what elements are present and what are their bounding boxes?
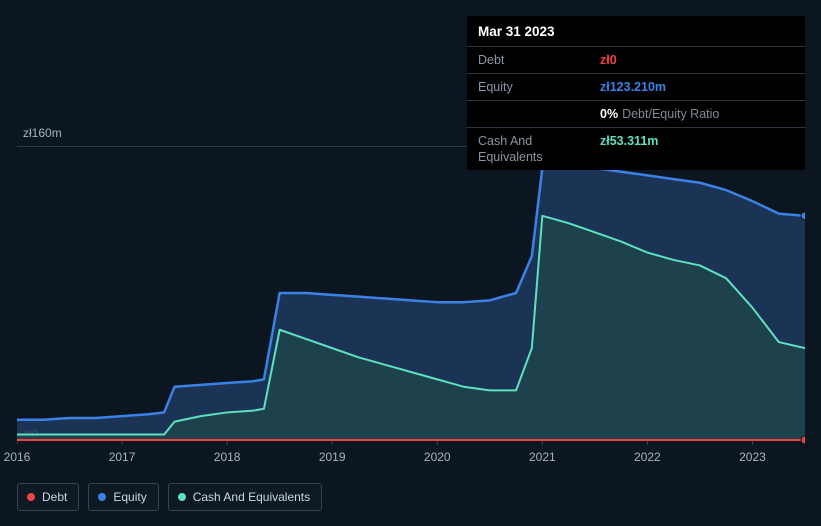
- legend-label: Cash And Equivalents: [193, 490, 310, 504]
- tooltip-row-label: Equity: [478, 79, 600, 95]
- xaxis: 20162017201820192020202120222023: [17, 450, 805, 466]
- tooltip-row-label: [478, 106, 600, 122]
- xaxis-tick: 2022: [634, 450, 661, 464]
- xaxis-tick: 2016: [4, 450, 31, 464]
- tooltip-row-value: zł123.210m: [600, 79, 666, 95]
- tooltip-row-label: Debt: [478, 52, 600, 68]
- xaxis-tick: 2018: [214, 450, 241, 464]
- tooltip-row-value: 0%: [600, 106, 618, 122]
- legend-label: Debt: [42, 490, 67, 504]
- chart-legend: Debt Equity Cash And Equivalents: [17, 483, 322, 511]
- tooltip-row: Debtzł0: [467, 47, 805, 74]
- xaxis-tick: 2019: [319, 450, 346, 464]
- tooltip-row-extra: Debt/Equity Ratio: [622, 106, 719, 122]
- xaxis-tick: 2023: [739, 450, 766, 464]
- legend-item-cash[interactable]: Cash And Equivalents: [168, 483, 322, 511]
- xaxis-tick: 2017: [109, 450, 136, 464]
- tooltip-row-label: Cash And Equivalents: [478, 133, 600, 165]
- equity-color-dot: [98, 493, 106, 501]
- chart-tooltip: Mar 31 2023 Debtzł0Equityzł123.210m0%Deb…: [467, 16, 805, 170]
- tooltip-row: 0%Debt/Equity Ratio: [467, 101, 805, 128]
- tooltip-row: Equityzł123.210m: [467, 74, 805, 101]
- debt-color-dot: [27, 493, 35, 501]
- tooltip-row: Cash And Equivalentszł53.311m: [467, 128, 805, 170]
- legend-item-equity[interactable]: Equity: [88, 483, 158, 511]
- tooltip-date: Mar 31 2023: [467, 16, 805, 47]
- yaxis-tick-max: zł160m: [23, 126, 62, 140]
- financials-area-chart: [17, 146, 805, 446]
- legend-item-debt[interactable]: Debt: [17, 483, 79, 511]
- legend-label: Equity: [113, 490, 146, 504]
- cash-color-dot: [178, 493, 186, 501]
- tooltip-row-value: zł53.311m: [600, 133, 658, 165]
- xaxis-tick: 2021: [529, 450, 556, 464]
- xaxis-tick: 2020: [424, 450, 451, 464]
- tooltip-row-value: zł0: [600, 52, 617, 68]
